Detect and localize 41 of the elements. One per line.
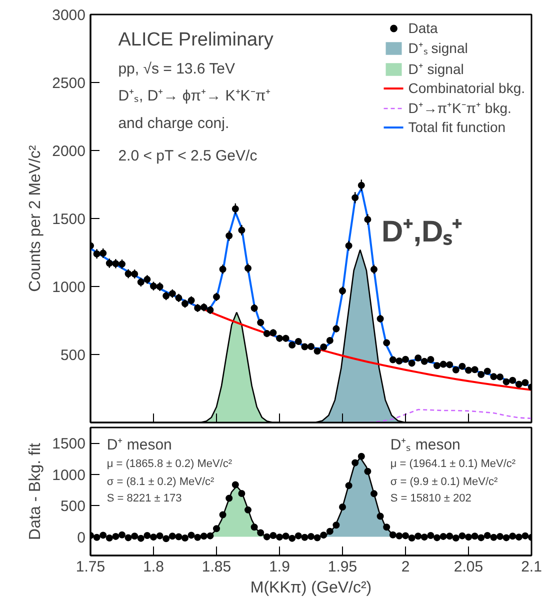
x-tick-label: 1.8 [143,558,164,576]
legend-label: Total fit function [408,119,506,135]
annotation: μ = (1865.8 ± 0.2) MeV/c² [106,458,232,470]
annotation: pp, √s = 13.6 TeV [118,60,236,78]
annotation: D⁺,Dₛ⁺ [382,216,462,249]
y-tick-label: 2000 [52,143,86,160]
x-axis-title: M(KKπ) (GeV/c²) [250,580,372,596]
y-tick-label: 500 [60,498,86,516]
x-tick-label: 1.85 [202,558,232,576]
legend-label: Combinatorial bkg. [408,80,525,96]
x-tick-label: 2.1 [521,558,542,576]
y-tick-label: 500 [60,347,86,364]
annotation: D⁺ₛ meson [390,436,460,454]
legend-label: Data [408,20,438,36]
annotation: σ = (8.1 ± 0.2) MeV/c² [106,476,214,488]
legend-label: D⁺ signal [408,60,464,78]
y-tick-label: 1500 [52,436,86,453]
y-tick-label: 1500 [52,211,86,228]
x-tick-label: 1.75 [76,558,106,576]
annotation: S = 15810 ± 202 [390,492,472,505]
x-tick-label: 2.05 [454,558,484,576]
annotation: S = 8221 ± 173 [106,492,182,505]
annotation: μ = (1964.1 ± 0.1) MeV/c² [390,458,516,470]
y-tick-label: 1000 [52,279,86,296]
y-tick-label: 1000 [52,466,86,484]
x-tick-label: 1.9 [269,558,290,576]
y-axis-title: Data - Bkg. fit [27,442,44,540]
y-axis-title: Counts per 2 MeV/c² [27,144,44,292]
annotation: ALICE Preliminary [118,30,274,51]
x-tick-label: 2 [401,558,410,576]
y-tick-label: 2500 [52,75,86,92]
legend-label: D⁺→π⁺K⁻π⁺ bkg. [408,99,512,117]
annotation: and charge conj. [118,114,230,132]
annotation: 2.0 < pT < 2.5 GeV/c [118,147,258,164]
annotation: D⁺ₛ, D⁺→ ϕπ⁺→ K⁺K⁻π⁺ [118,88,271,105]
annotation: σ = (9.9 ± 0.1) MeV/c² [390,476,498,488]
y-tick-label: 3000 [52,7,86,24]
y-tick-label: 0 [77,529,86,546]
legend-label: D⁺ₛ signal [408,39,468,57]
x-tick-label: 1.95 [328,558,358,576]
annotation: D⁺ meson [106,436,172,454]
